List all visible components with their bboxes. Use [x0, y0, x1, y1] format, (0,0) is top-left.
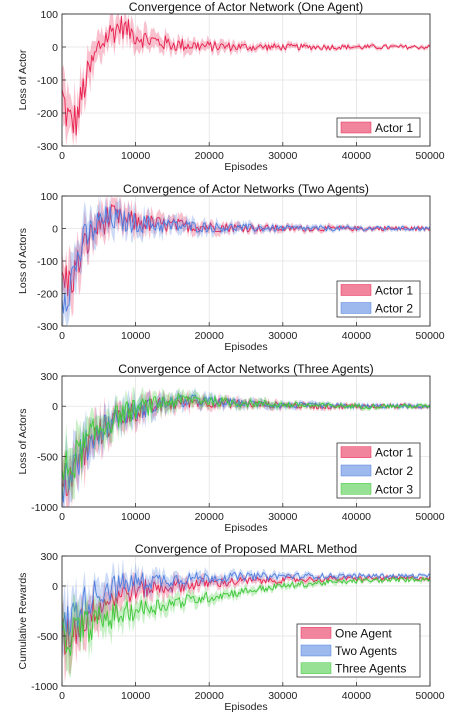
- y-tick-label: -500: [37, 452, 58, 464]
- axes-box: [61, 375, 431, 508]
- x-tick-label: 40000: [342, 511, 371, 523]
- legend-swatch: [340, 446, 372, 458]
- y-tick-label: -300: [37, 321, 58, 333]
- legend: Actor 1 Actor 2: [336, 280, 421, 318]
- legend-label: Two Agents: [335, 644, 397, 658]
- x-tick-label: 10000: [121, 511, 150, 523]
- x-tick-label: 20000: [195, 330, 224, 342]
- legend-label: Actor 1: [375, 446, 413, 460]
- x-tick-label: 0: [59, 511, 65, 523]
- series-line: [61, 572, 431, 636]
- legend: Actor 1 Actor 2 Actor 3: [336, 442, 421, 499]
- x-tick-label: 50000: [415, 690, 444, 702]
- series-actor-1: [61, 14, 431, 146]
- x-axis-label: Episodes: [224, 522, 267, 534]
- legend-label: One Agent: [335, 626, 392, 640]
- chart-panel-3: 0 10000 20000 30000 40000 50000 300 0 -500 -1000 C…: [17, 362, 445, 534]
- x-tick-label: 50000: [415, 330, 444, 342]
- series-band: [62, 14, 430, 146]
- x-tick-label: 0: [59, 150, 65, 162]
- series-band: [62, 387, 430, 507]
- legend-swatch: [300, 644, 332, 657]
- y-tick-label: -200: [37, 108, 58, 120]
- y-tick-label: -1000: [31, 502, 58, 514]
- y-tick-label: -200: [37, 289, 58, 301]
- x-tick-label: 40000: [342, 150, 371, 162]
- chart-title: Convergence of Actor Networks (Three Age…: [118, 362, 373, 376]
- legend-swatch: [340, 121, 372, 134]
- chart-title: Convergence of Proposed MARL Method: [135, 542, 357, 556]
- x-tick-label: 20000: [195, 511, 224, 523]
- series-line: [61, 15, 431, 136]
- chart-title: Convergence of Actor Networks (Two Agent…: [123, 182, 369, 196]
- series-line: [61, 576, 431, 656]
- chart-panel-1: 0 10000 20000 30000 40000 50000 100 0 -100 -200 -3…: [17, 0, 445, 173]
- x-tick-label: 10000: [121, 690, 150, 702]
- x-tick-label: 20000: [195, 690, 224, 702]
- y-tick-label: 0: [52, 581, 58, 593]
- legend-label: Three Agents: [335, 662, 406, 676]
- x-axis-label: Episodes: [224, 161, 267, 173]
- y-tick-label: 0: [52, 42, 58, 54]
- y-axis-label: Cumulative Rewards: [17, 573, 29, 670]
- x-tick-label: 40000: [342, 330, 371, 342]
- chart-title: Convergence of Actor Network (One Agent): [129, 0, 363, 14]
- legend-swatch: [300, 662, 332, 674]
- y-tick-label: 300: [40, 371, 58, 383]
- legend-swatch: [300, 627, 332, 639]
- series-one-agent: [61, 568, 431, 683]
- y-tick-label: -300: [37, 141, 58, 153]
- chart-panel-4: 0 10000 20000 30000 40000 500003000-500-1000C…: [17, 542, 445, 713]
- y-tick-label: 100: [40, 191, 58, 203]
- legend-label: Actor 1: [375, 121, 413, 135]
- x-axis-label: Episodes: [224, 701, 267, 713]
- y-tick-label: -500: [37, 631, 58, 643]
- x-tick-label: 0: [59, 330, 65, 342]
- axes-box: [61, 555, 431, 687]
- y-tick-label: 100: [40, 9, 58, 21]
- x-tick-label: 20000: [195, 150, 224, 162]
- series-line: [61, 206, 431, 314]
- legend-label: Actor 1: [375, 284, 413, 298]
- legend-swatch: [340, 284, 372, 296]
- legend-label: Actor 2: [375, 302, 413, 316]
- legend-label: Actor 2: [375, 464, 413, 478]
- x-axis-label: Episodes: [224, 341, 267, 353]
- legend-swatch: [340, 302, 372, 314]
- x-tick-label: 30000: [268, 330, 297, 342]
- legend: One Agent Two Agents Three Agents: [296, 623, 421, 678]
- x-tick-label: 10000: [121, 330, 150, 342]
- x-tick-label: 30000: [268, 511, 297, 523]
- y-axis-label: Loss of Actors: [17, 228, 29, 294]
- y-axis-label: Loss of Actor: [17, 49, 29, 110]
- series-two-agents: [61, 558, 431, 659]
- series-actor-2: [61, 196, 431, 326]
- chart-panel-2: 0 10000 20000 30000 40000 50000 100 0 -100 -200 -3…: [17, 182, 445, 353]
- x-tick-label: 50000: [415, 511, 444, 523]
- legend-swatch: [340, 464, 372, 477]
- series-line: [61, 393, 431, 480]
- y-axis-label: Loss of Actors: [17, 409, 29, 475]
- y-tick-label: 300: [40, 551, 58, 563]
- legend-swatch: [340, 483, 372, 495]
- y-tick-label: 0: [52, 224, 58, 236]
- y-tick-label: 0: [52, 401, 58, 413]
- y-tick-label: -1000: [31, 681, 58, 693]
- series-line: [61, 575, 431, 655]
- y-tick-label: -100: [37, 75, 58, 87]
- x-tick-label: 50000: [415, 150, 444, 162]
- x-tick-label: 40000: [342, 690, 371, 702]
- x-tick-label: 30000: [268, 690, 297, 702]
- series-three-agents: [61, 575, 431, 679]
- series-actor-3: [61, 386, 431, 501]
- y-tick-label: -100: [37, 256, 58, 268]
- x-tick-label: 10000: [121, 150, 150, 162]
- x-tick-label: 30000: [268, 150, 297, 162]
- series-band: [62, 558, 430, 659]
- legend: Actor 1: [336, 117, 421, 138]
- x-tick-label: 0: [59, 690, 65, 702]
- legend-label: Actor 3: [375, 482, 413, 496]
